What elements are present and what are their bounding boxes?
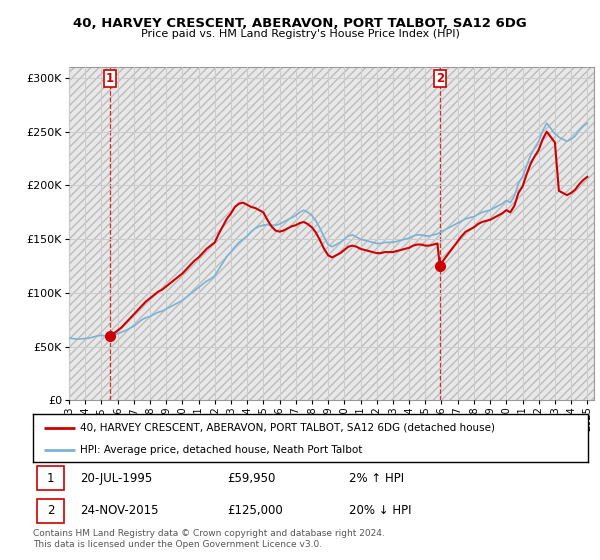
Text: 2: 2 [47,504,55,517]
Text: 40, HARVEY CRESCENT, ABERAVON, PORT TALBOT, SA12 6DG: 40, HARVEY CRESCENT, ABERAVON, PORT TALB… [73,17,527,30]
Text: 2: 2 [436,72,444,85]
Text: 1: 1 [106,72,115,85]
Text: 1: 1 [47,472,55,484]
Text: Price paid vs. HM Land Registry's House Price Index (HPI): Price paid vs. HM Land Registry's House … [140,29,460,39]
Bar [37,499,64,522]
Text: Contains HM Land Registry data © Crown copyright and database right 2024.
This d: Contains HM Land Registry data © Crown c… [33,529,385,549]
Text: 2% ↑ HPI: 2% ↑ HPI [349,472,404,484]
Text: HPI: Average price, detached house, Neath Port Talbot: HPI: Average price, detached house, Neat… [80,445,362,455]
Bar [37,466,64,490]
Text: 20-JUL-1995: 20-JUL-1995 [80,472,152,484]
Text: £125,000: £125,000 [227,504,283,517]
Text: £59,950: £59,950 [227,472,275,484]
Text: 24-NOV-2015: 24-NOV-2015 [80,504,158,517]
Text: 20% ↓ HPI: 20% ↓ HPI [349,504,412,517]
Text: 40, HARVEY CRESCENT, ABERAVON, PORT TALBOT, SA12 6DG (detached house): 40, HARVEY CRESCENT, ABERAVON, PORT TALB… [80,423,495,433]
